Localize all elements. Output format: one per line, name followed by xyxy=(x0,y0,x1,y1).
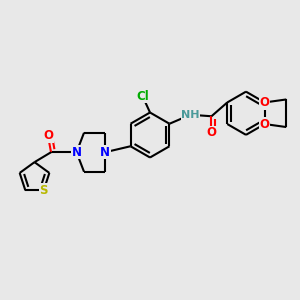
Text: O: O xyxy=(43,129,53,142)
Text: Cl: Cl xyxy=(136,89,149,103)
Text: N: N xyxy=(71,146,82,159)
Text: O: O xyxy=(260,96,270,109)
Text: S: S xyxy=(39,184,48,197)
Text: NH: NH xyxy=(181,110,200,120)
Text: O: O xyxy=(206,126,217,139)
Text: O: O xyxy=(260,118,270,130)
Text: N: N xyxy=(100,146,110,159)
